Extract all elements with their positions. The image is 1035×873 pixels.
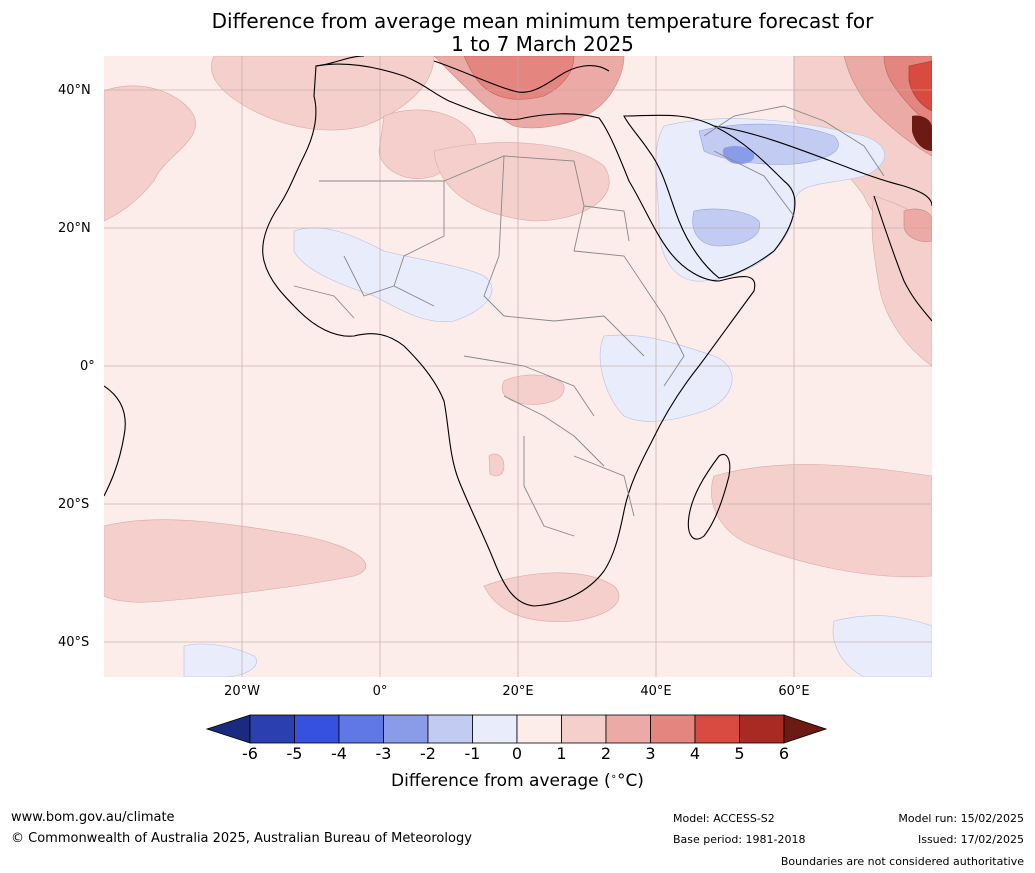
lon-label-20e: 20°E [502, 684, 534, 699]
lat-label-20n: 20°N [58, 221, 91, 236]
colorbar-cell [249, 714, 295, 744]
colorbar-tick-label: 4 [689, 744, 701, 763]
colorbar-tick-label: 5 [734, 744, 745, 763]
colorbar-tick-label: -3 [375, 744, 392, 763]
colorbar-extend-high [783, 714, 828, 744]
iran-coastline [713, 125, 932, 207]
footer-model-run: Model run: 15/02/2025 [898, 812, 1024, 825]
title-line-1: Difference from average mean minimum tem… [211, 9, 874, 33]
graticule [104, 56, 932, 677]
colorbar-cell [472, 714, 518, 744]
colorbar-cell [516, 714, 562, 744]
colorbar-tick-label: 1 [556, 744, 567, 763]
colorbar-tick-label: -2 [420, 744, 436, 763]
colorbar-label-text: Difference from average ( [391, 771, 611, 791]
footer-model: Model: ACCESS-S2 [673, 812, 775, 825]
lon-label-60e: 60°E [778, 684, 810, 699]
colorbar-tick-label: -6 [242, 744, 258, 763]
colorbar-cell [294, 714, 340, 744]
colorbar-cell [694, 714, 740, 744]
footer-disclaimer: Boundaries are not considered authoritat… [780, 855, 1024, 868]
anomaly-plus4-regions [908, 60, 932, 112]
anomaly-plus6-region [912, 115, 932, 151]
africa-coastline [262, 63, 756, 607]
colorbar-cell [383, 714, 429, 744]
colorbar-extend-low [205, 714, 251, 744]
lon-label-40e: 40°E [640, 684, 672, 699]
footer-issued: Issued: 17/02/2025 [917, 833, 1024, 846]
colorbar-cell [650, 714, 696, 744]
colorbar-label: Difference from average (∘°C) [391, 771, 644, 791]
colorbar-cell [739, 714, 785, 744]
lat-label-20s: 20°S [58, 497, 90, 512]
lat-label-0: 0° [80, 359, 95, 374]
colorbar-cells [205, 714, 828, 744]
footer-copyright: © Commonwealth of Australia 2025, Austra… [11, 831, 472, 846]
colorbar-cell [561, 714, 607, 744]
lon-label-0: 0° [372, 684, 388, 699]
europe-coastline [315, 56, 610, 93]
title-line-2: 1 to 7 March 2025 [451, 32, 634, 56]
colorbar-cell [338, 714, 384, 744]
colorbar-tick-label: 6 [778, 744, 790, 763]
south-america-coastline [104, 385, 126, 497]
colorbar-tick-label: -5 [286, 744, 303, 763]
country-borders [293, 105, 885, 537]
colorbar [205, 714, 828, 744]
footer-base-period: Base period: 1981-2018 [673, 833, 806, 846]
india-coastline [873, 195, 932, 322]
footer-url[interactable]: www.bom.gov.au/climate [11, 810, 175, 825]
colorbar-tick-label: -4 [331, 744, 347, 763]
map-canvas [104, 56, 932, 677]
lon-label-20w: 20°W [224, 684, 260, 699]
madagascar-coastline [687, 453, 731, 540]
lat-label-40n: 40°N [58, 83, 91, 98]
colorbar-cell [605, 714, 651, 744]
colorbar-tick-label: -1 [464, 744, 481, 763]
colorbar-tick-label: 3 [645, 744, 656, 763]
map-title: Difference from average mean minimum tem… [0, 10, 1035, 56]
colorbar-cell [427, 714, 473, 744]
colorbar-tick-label: 0 [511, 744, 523, 763]
coastlines [104, 56, 932, 607]
colorbar-tick-label: 2 [600, 744, 612, 763]
forecast-map[interactable] [104, 56, 932, 677]
lat-label-40s: 40°S [58, 635, 90, 650]
colorbar-label-unit: °C) [616, 771, 644, 791]
